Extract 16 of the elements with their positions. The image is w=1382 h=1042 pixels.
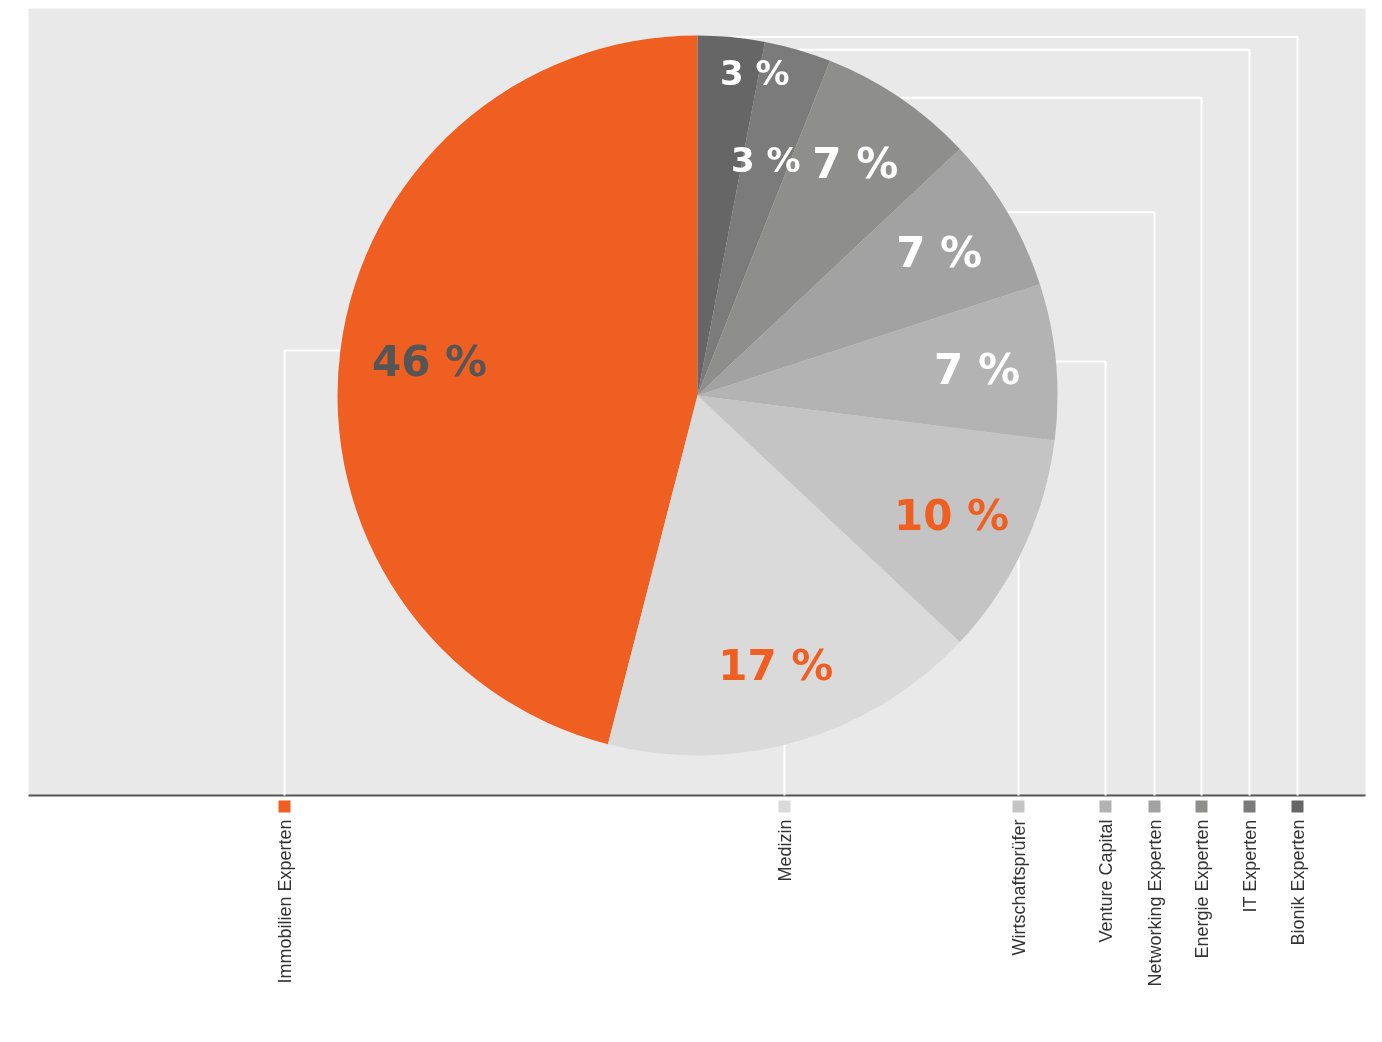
data-label: 10 %: [894, 490, 1010, 540]
legend-label: Networking Experten: [1144, 819, 1165, 987]
data-label: 7 %: [812, 138, 899, 188]
legend-label: Immobilien Experten: [274, 819, 295, 984]
legend-label: IT Experten: [1239, 819, 1260, 913]
data-label: 3 %: [719, 52, 790, 93]
legend-label: Medizin: [774, 819, 795, 882]
data-label: 7 %: [896, 228, 983, 278]
legend-label: Wirtschaftsprüfer: [1008, 819, 1029, 956]
data-label: 3 %: [731, 140, 801, 181]
data-label: 17 %: [718, 640, 834, 690]
data-label: 46 %: [372, 337, 488, 387]
legend-label: Venture Capital: [1095, 819, 1116, 943]
legend-label: Energie Experten: [1191, 819, 1212, 959]
data-label: 7 %: [934, 344, 1021, 394]
legend-label: Bionik Experten: [1287, 819, 1308, 946]
